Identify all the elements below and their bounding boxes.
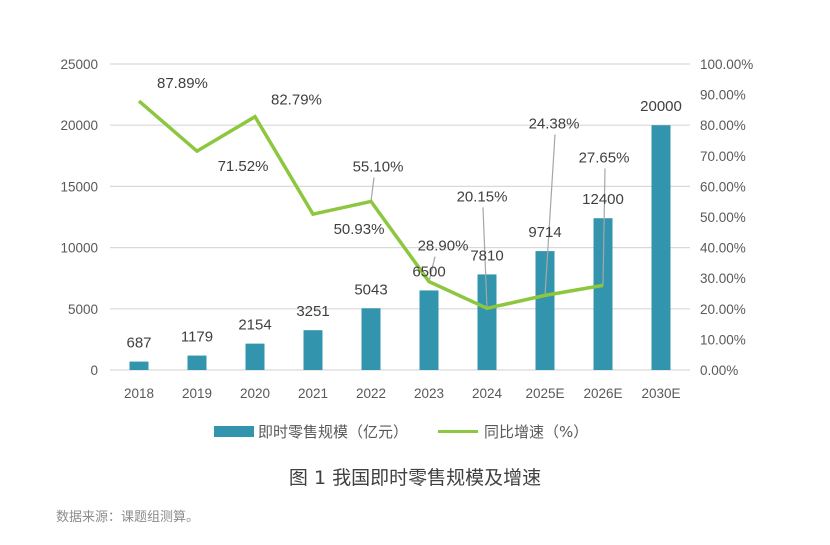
- leader-line: [544, 134, 556, 296]
- leader-line: [482, 207, 488, 309]
- left-tick-label: 0: [90, 363, 98, 378]
- x-tick-label: 2023: [414, 386, 444, 401]
- x-tick-label: 2021: [298, 386, 328, 401]
- bar: [245, 343, 265, 370]
- figure-caption: 图 1 我国即时零售规模及增速: [289, 467, 541, 489]
- left-tick-label: 5000: [68, 302, 98, 317]
- right-tick-label: 70.00%: [700, 149, 746, 164]
- left-tick-label: 20000: [60, 118, 98, 133]
- x-tick-label: 2030E: [641, 386, 680, 401]
- bar-value-label: 3251: [296, 303, 329, 320]
- growth-value-label: 87.89%: [157, 75, 208, 92]
- line-data-labels: 87.89% 71.52% 82.79% 50.93% 55.10% 28.90% 20.1…: [157, 75, 629, 255]
- right-tick-label: 10.00%: [700, 332, 746, 347]
- bar: [593, 218, 613, 370]
- left-tick-label: 15000: [60, 179, 98, 194]
- right-tick-label: 60.00%: [700, 179, 746, 194]
- x-tick-label: 2024: [472, 386, 503, 401]
- right-tick-label: 30.00%: [700, 271, 746, 286]
- right-tick-label: 50.00%: [700, 210, 746, 225]
- legend-bar-swatch: [214, 426, 254, 437]
- leader-line: [602, 168, 606, 286]
- bar-value-label: 5043: [354, 281, 387, 298]
- x-tick-label: 2022: [356, 386, 386, 401]
- bar-value-label: 6500: [412, 263, 445, 280]
- right-tick-label: 0.00%: [700, 363, 738, 378]
- x-tick-label: 2019: [182, 386, 212, 401]
- growth-line: [137, 99, 604, 311]
- bar-series: [129, 125, 671, 370]
- x-tick-label: 2026E: [583, 386, 622, 401]
- growth-value-label: 55.10%: [353, 158, 404, 175]
- bar-value-label: 9714: [528, 224, 561, 241]
- x-axis-ticks: 2018 2019 2020 2021 2022 2023 2024 2025E 2026E 20…: [124, 386, 681, 401]
- bar-value-label: 1179: [181, 329, 213, 346]
- left-tick-label: 25000: [60, 57, 98, 72]
- line-series: [137, 99, 604, 311]
- leader-line: [428, 256, 436, 282]
- left-axis-ticks: 0 5000 10000 15000 20000 25000: [60, 57, 98, 378]
- leader-line: [370, 177, 375, 202]
- x-tick-label: 2020: [240, 386, 270, 401]
- left-tick-label: 10000: [60, 241, 98, 256]
- right-axis-ticks: 0.00% 10.00% 20.00% 30.00% 40.00% 50.00% 60.00…: [700, 57, 753, 378]
- right-tick-label: 100.00%: [700, 57, 753, 72]
- legend-line-label: 同比增速（%）: [484, 423, 588, 441]
- growth-value-label: 24.38%: [529, 115, 580, 132]
- x-tick-label: 2025E: [525, 386, 564, 401]
- growth-value-label: 20.15%: [457, 188, 508, 205]
- growth-value-label: 71.52%: [218, 158, 269, 175]
- right-tick-label: 20.00%: [700, 302, 746, 317]
- bar-data-labels: 687 1179 2154 3251 5043 6500 7810 9714 12400 2000…: [126, 98, 681, 351]
- right-tick-label: 40.00%: [700, 241, 746, 256]
- bar: [477, 274, 497, 370]
- bar: [535, 251, 555, 370]
- bar: [419, 290, 439, 370]
- data-source-note: 数据来源：课题组测算。: [56, 510, 199, 525]
- x-tick-label: 2018: [124, 386, 154, 401]
- bar-value-label: 12400: [582, 191, 624, 208]
- growth-value-label: 27.65%: [579, 149, 630, 166]
- growth-value-label: 50.93%: [334, 221, 385, 238]
- bar-value-label: 687: [126, 335, 151, 352]
- leader-lines: [370, 134, 606, 309]
- bar: [361, 308, 381, 370]
- bar-value-label: 7810: [470, 247, 503, 264]
- legend-bar-label: 即时零售规模（亿元）: [258, 423, 408, 441]
- growth-value-label: 28.90%: [418, 238, 469, 255]
- bar: [303, 330, 323, 370]
- bar: [651, 125, 671, 370]
- legend: 即时零售规模（亿元） 同比增速（%）: [214, 423, 588, 441]
- bar-value-label: 2154: [238, 317, 271, 334]
- growth-value-label: 82.79%: [271, 92, 322, 109]
- bar-value-label: 20000: [640, 98, 682, 115]
- right-tick-label: 80.00%: [700, 118, 746, 133]
- bar: [129, 361, 149, 370]
- right-tick-label: 90.00%: [700, 88, 746, 103]
- gridlines: [110, 63, 690, 371]
- bar: [187, 355, 207, 370]
